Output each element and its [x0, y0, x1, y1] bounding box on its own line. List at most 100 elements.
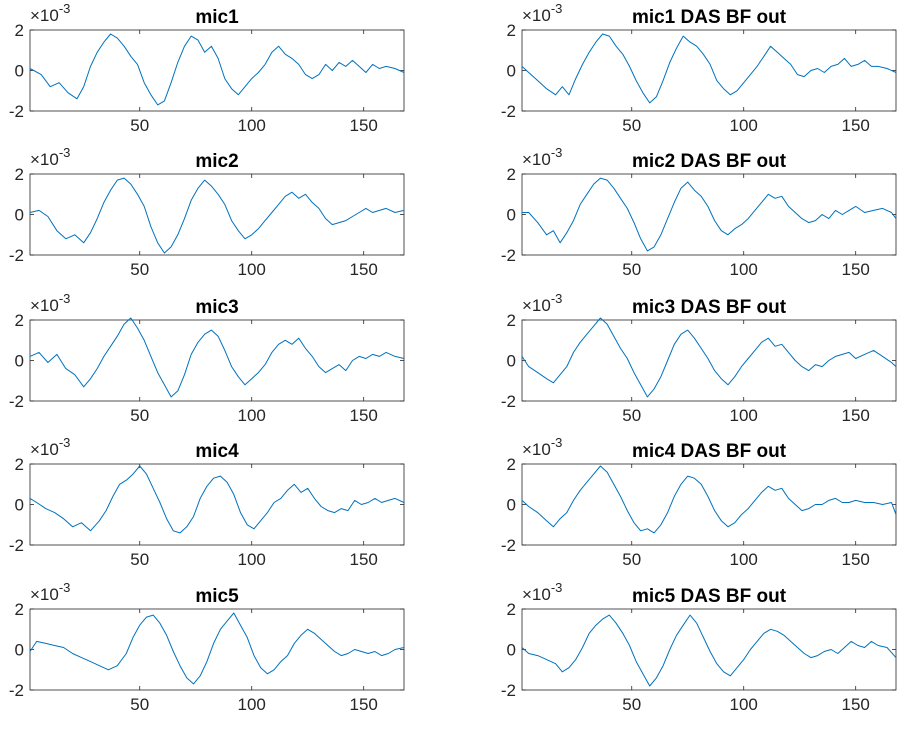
x-tick-label: 100	[238, 406, 266, 425]
y-tick-label: -2	[9, 681, 24, 700]
subplot-title: mic2	[195, 151, 238, 172]
subplot-title: mic1	[195, 7, 239, 28]
x-tick-label: 150	[842, 406, 870, 425]
y-tick-label: -2	[9, 392, 24, 411]
x-tick-label: 150	[350, 550, 378, 569]
subplot: 50 100 150 -2 0 2 ×10-3 mic1 DAS BF out	[501, 1, 897, 135]
y-exponent-label: ×10-3	[30, 291, 70, 315]
y-tick-label: -2	[9, 536, 24, 555]
subplot-title: mic4	[195, 441, 239, 462]
x-tick-label: 150	[842, 116, 870, 135]
subplot: 50 100 150 -2 0 2 ×10-3 mic1	[9, 1, 405, 135]
y-exponent-label: ×10-3	[522, 145, 562, 169]
x-tick-label: 150	[350, 406, 378, 425]
y-exponent-power: -3	[59, 291, 71, 306]
x-tick-label: 100	[730, 406, 758, 425]
x-tick-label: 50	[622, 695, 641, 714]
x-tick-label: 50	[130, 695, 149, 714]
y-exponent-label: ×10-3	[522, 435, 562, 459]
x-tick-label: 100	[238, 550, 266, 569]
x-tick-label: 100	[238, 116, 266, 135]
y-tick-label: -2	[9, 102, 24, 121]
x-tick-label: 150	[350, 260, 378, 279]
subplot-title: mic1 DAS BF out	[632, 7, 787, 28]
y-tick-label: -2	[501, 392, 516, 411]
x-tick-label: 50	[622, 260, 641, 279]
subplot: 50 100 150 -2 0 2 ×10-3 mic4 DAS BF out	[501, 435, 897, 569]
x-tick-label: 100	[238, 695, 266, 714]
y-tick-label: 2	[507, 21, 516, 40]
y-tick-label: 0	[507, 352, 516, 371]
y-tick-label: -2	[501, 246, 516, 265]
plot-area	[521, 173, 897, 256]
y-tick-label: -2	[9, 246, 24, 265]
subplot-title: mic4 DAS BF out	[632, 441, 787, 462]
x-tick-label: 150	[350, 116, 378, 135]
y-tick-label: -2	[501, 102, 516, 121]
subplot: 50 100 150 -2 0 2 ×10-3 mic3 DAS BF out	[501, 291, 897, 425]
series-line	[521, 33, 897, 104]
x-tick-label: 100	[730, 695, 758, 714]
series-line	[521, 614, 897, 687]
plot-area	[29, 319, 405, 402]
y-exponent-power: -3	[551, 145, 563, 160]
subplot-title: mic5 DAS BF out	[632, 586, 787, 607]
y-exponent-power: -3	[59, 435, 71, 450]
series-line	[522, 177, 897, 252]
y-tick-label: 0	[15, 496, 24, 515]
y-exponent-power: -3	[59, 1, 71, 16]
y-tick-label: 2	[15, 455, 24, 474]
y-exponent-power: -3	[551, 580, 563, 595]
y-exponent-power: -3	[551, 1, 563, 16]
y-tick-label: 2	[507, 165, 516, 184]
y-exponent-power: -3	[59, 580, 71, 595]
y-tick-label: -2	[501, 536, 516, 555]
series-line	[29, 465, 405, 534]
y-tick-label: 2	[507, 600, 516, 619]
y-exponent-power: -3	[59, 145, 71, 160]
x-tick-label: 150	[842, 550, 870, 569]
y-exponent-label: ×10-3	[522, 1, 562, 25]
y-tick-label: 2	[15, 311, 24, 330]
y-tick-label: 2	[15, 165, 24, 184]
y-exponent-label: ×10-3	[30, 580, 70, 604]
subplot-title: mic3 DAS BF out	[632, 297, 787, 318]
y-exponent-label: ×10-3	[30, 145, 70, 169]
subplot: 50 100 150 -2 0 2 ×10-3 mic5 DAS BF out	[501, 580, 897, 714]
y-tick-label: -2	[501, 681, 516, 700]
plot-area	[521, 463, 897, 546]
subplot: 50 100 150 -2 0 2 ×10-3 mic5	[9, 580, 405, 714]
y-tick-label: 2	[507, 455, 516, 474]
x-tick-label: 100	[730, 260, 758, 279]
y-tick-label: 0	[15, 352, 24, 371]
subplot-title: mic2 DAS BF out	[632, 151, 787, 172]
y-tick-label: 0	[15, 62, 24, 81]
series-line	[29, 33, 405, 106]
subplot: 50 100 150 -2 0 2 ×10-3 mic4	[9, 435, 405, 569]
x-tick-label: 50	[130, 260, 149, 279]
y-tick-label: 0	[507, 206, 516, 225]
subplot: 50 100 150 -2 0 2 ×10-3 mic3	[9, 291, 405, 425]
plot-area	[29, 608, 405, 691]
series-line	[29, 177, 405, 254]
x-tick-label: 50	[622, 550, 641, 569]
x-tick-label: 50	[622, 406, 641, 425]
x-tick-label: 100	[238, 260, 266, 279]
subplot-title: mic5	[195, 586, 239, 607]
y-tick-label: 0	[15, 206, 24, 225]
y-tick-label: 0	[507, 62, 516, 81]
plot-area	[521, 29, 897, 112]
x-tick-label: 50	[130, 550, 149, 569]
x-tick-label: 150	[842, 695, 870, 714]
x-tick-label: 150	[350, 695, 378, 714]
x-tick-label: 50	[130, 116, 149, 135]
subplot: 50 100 150 -2 0 2 ×10-3 mic2	[9, 145, 405, 279]
y-tick-label: 0	[507, 496, 516, 515]
x-tick-label: 150	[842, 260, 870, 279]
y-tick-label: 2	[507, 311, 516, 330]
x-tick-label: 50	[130, 406, 149, 425]
x-tick-label: 100	[730, 550, 758, 569]
subplot-title: mic3	[195, 297, 238, 318]
x-tick-label: 100	[730, 116, 758, 135]
